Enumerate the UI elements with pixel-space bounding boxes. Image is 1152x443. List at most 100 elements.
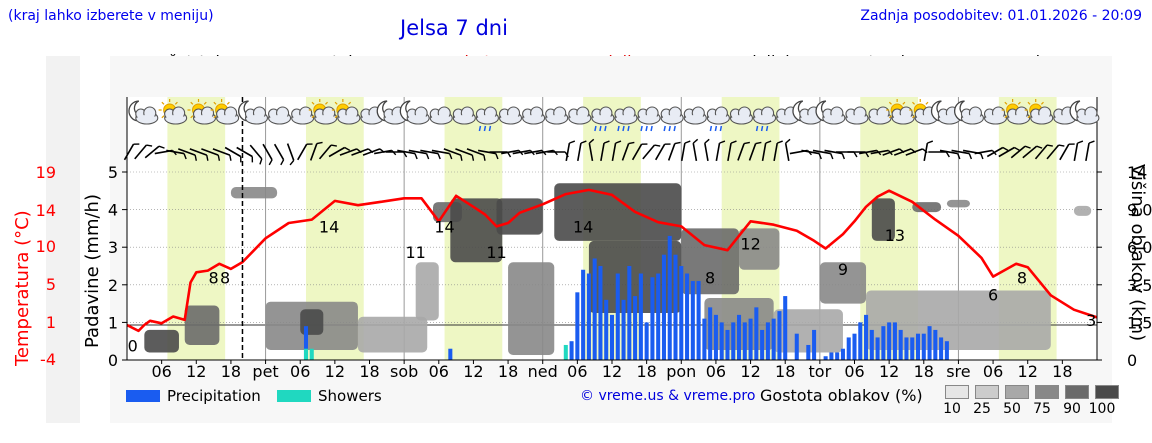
wind-barb-shaft	[431, 149, 450, 155]
moon-cloud-icon	[399, 100, 430, 125]
wind-barb-shaft	[893, 148, 912, 156]
wind-barb	[1034, 144, 1053, 160]
wind-barb	[1085, 140, 1095, 162]
sun-ray	[226, 101, 230, 105]
cloud-fill	[985, 115, 1006, 123]
wind-barb-flag	[628, 141, 635, 145]
cloud-fill	[685, 115, 706, 123]
rain-drop	[622, 125, 625, 132]
cloud-icon	[845, 106, 869, 125]
wind-barb-shaft	[134, 144, 147, 160]
sun-ray	[912, 101, 916, 105]
cloud-density-patch	[450, 198, 503, 263]
cloud-fill	[1031, 115, 1052, 123]
wind-barb-shaft	[201, 148, 219, 156]
wind-barb-shaft	[328, 146, 346, 158]
sun-ray	[1004, 101, 1008, 105]
wind-barb	[236, 146, 254, 163]
time-tick-label: 18	[359, 362, 379, 381]
wind-barb-shaft	[859, 149, 878, 155]
time-tick-label: 06	[844, 362, 864, 381]
precipitation-bar	[794, 333, 799, 360]
precipitation-bar	[679, 266, 684, 360]
wind-barb	[477, 149, 499, 160]
precipitation-bar	[881, 326, 886, 360]
cloud-density-level-label: 75	[1033, 401, 1051, 417]
wind-barb-shaft	[166, 149, 185, 155]
cloud-fill	[592, 115, 613, 123]
temperature-tick-label: 1	[45, 313, 56, 332]
cloud-fill	[1054, 115, 1075, 123]
cloud-fill	[846, 115, 867, 123]
wind-barb-flag	[588, 138, 595, 144]
cloud-fill	[194, 115, 215, 123]
wind-barb-shaft	[565, 142, 571, 162]
credit-link[interactable]: © vreme.us & vreme.pro	[580, 388, 756, 404]
cloud-density-patch	[912, 202, 942, 213]
temperature-tick-label: 10	[35, 237, 56, 256]
cloud-density-patch	[946, 199, 970, 208]
wind-barb	[249, 144, 263, 165]
wind-barb-flag	[580, 140, 587, 144]
sun-ray	[1040, 101, 1044, 105]
wind-barb-shaft	[512, 149, 531, 155]
wind-barb-flag	[1014, 146, 1020, 151]
wind-barb-shaft	[1010, 145, 1026, 159]
sun-ray	[334, 115, 338, 119]
time-tick-label: 06	[290, 362, 310, 381]
precip-tick-label: 0	[108, 351, 118, 370]
precipitation-bar	[615, 273, 620, 360]
moon-cloud-icon	[815, 100, 846, 125]
wind-barb-flag	[841, 153, 846, 160]
wind-barb	[286, 143, 295, 166]
time-tick-label: 18	[498, 362, 518, 381]
cloud-fill	[1008, 115, 1029, 123]
rain-drop	[755, 125, 759, 132]
wind-barb-shaft	[727, 142, 732, 162]
wind-barb-flag	[785, 138, 791, 144]
time-tick-label: 06	[151, 362, 171, 381]
time-tick-label: sob	[390, 362, 418, 381]
rain-drop	[650, 125, 653, 132]
cloud-fill	[939, 115, 960, 123]
cloud-icon	[776, 106, 800, 125]
wind-barb	[680, 140, 691, 162]
cloud-fill	[893, 115, 914, 123]
cloud-fill	[870, 115, 891, 123]
wind-barb-flag	[268, 159, 273, 166]
wind-barb-shaft	[262, 143, 273, 161]
cloud-icon	[429, 106, 453, 125]
wind-barb-shaft	[374, 149, 393, 155]
precipitation-bar	[702, 318, 707, 360]
showers-bar	[309, 348, 314, 360]
precipitation-bar	[731, 322, 736, 360]
temperature-tick-label: 19	[35, 163, 56, 182]
wind-barb-shaft	[362, 148, 381, 156]
sun-ray	[203, 101, 207, 105]
cloud-density-level-label: 50	[1003, 401, 1021, 417]
precipitation-bar	[840, 348, 845, 360]
cloud-fill	[246, 115, 267, 123]
sun-ray	[174, 101, 178, 105]
wind-barb	[309, 141, 323, 161]
wind-barb-flag	[414, 153, 418, 160]
precipitation-legend-label: Precipitation	[167, 387, 261, 405]
cloud-density-patch	[681, 228, 740, 295]
wind-barb	[297, 143, 313, 161]
wind-barb-shaft	[339, 148, 358, 156]
wind-barb-shaft	[761, 142, 767, 162]
wind-barb-flag	[765, 140, 772, 144]
precipitation-bar	[806, 344, 811, 360]
wind-barb-shaft	[1022, 145, 1038, 159]
precipitation-bar	[904, 337, 909, 360]
precipitation-bar	[586, 273, 591, 360]
wind-barb	[986, 146, 1009, 158]
sun-ray	[161, 101, 165, 105]
cloud-icon	[729, 106, 754, 125]
time-tick-label: pon	[666, 362, 696, 381]
wind-barb-shaft	[654, 143, 666, 161]
wind-barb-flag	[980, 153, 984, 160]
region-menu-hint[interactable]: (kraj lahko izberete v meniju)	[8, 8, 214, 24]
cloud-fill	[292, 115, 313, 123]
wind-barb-shaft	[524, 149, 543, 155]
